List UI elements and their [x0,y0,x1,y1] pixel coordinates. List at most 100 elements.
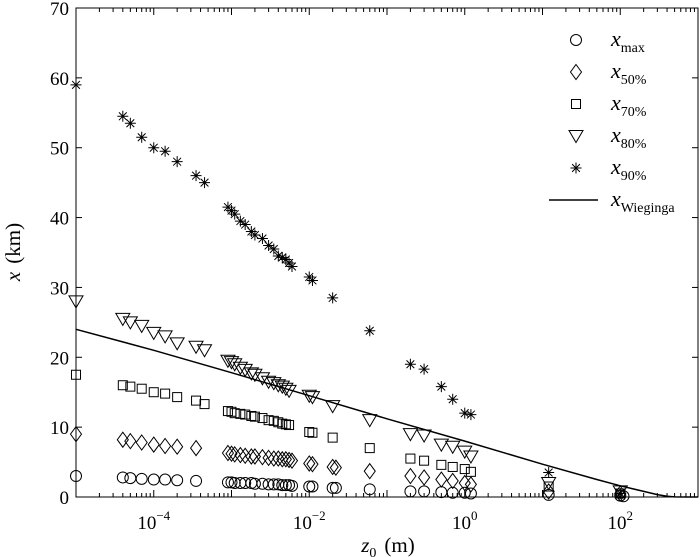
data-point [284,420,295,431]
data-point [125,381,136,392]
data-point [272,250,284,262]
data-point [447,461,458,472]
y-tick-label: 50 [50,139,69,160]
data-point [262,449,275,467]
legend-label: x70% [610,90,647,120]
data-point [254,372,271,386]
data-point [169,337,186,351]
legend-item: xmax [570,26,645,56]
data-point [364,443,375,454]
data-point [220,354,236,369]
data-point [228,477,241,490]
y-tick-label: 60 [50,69,69,90]
data-point [326,458,339,476]
data-point [256,233,268,245]
data-point [116,431,129,449]
data-point [117,110,129,122]
data-point [306,274,318,286]
data-point [225,445,238,463]
data-point [228,446,241,463]
legend-label: x80% [610,122,647,152]
data-point [232,361,249,376]
data-point [190,170,202,182]
data-point [70,79,82,91]
data-point [245,448,258,465]
data-point [361,414,378,428]
data-point [263,240,275,252]
data-point [124,472,137,485]
series-wieginga [75,328,698,498]
legend-item: x50% [569,58,647,88]
data-marks [68,79,698,503]
data-point [327,292,339,304]
data-point [157,330,173,344]
data-point [116,471,129,484]
data-point [191,395,202,406]
data-point [196,344,213,358]
data-point [464,487,477,500]
data-point [122,316,139,330]
data-point [70,470,82,483]
data-point [285,452,299,470]
data-point [418,363,430,375]
data-point [279,479,292,492]
data-point [148,387,159,398]
data-point [221,476,234,489]
data-point [405,453,416,464]
data-point [364,325,376,337]
x-tick-label: 102 [608,508,634,534]
series-70pct [71,369,626,499]
data-point [435,381,447,393]
data-point [239,447,252,465]
data-point [248,477,261,490]
data-point [239,477,252,490]
data-point [419,455,430,466]
y-tick-label: 30 [50,278,69,299]
x-axis-ticks: 10−4 10−2 100 102 [98,8,695,534]
data-point [286,260,298,272]
data-point [249,411,260,422]
data-point [229,408,240,419]
data-point [286,479,299,492]
data-point [273,417,284,428]
y-tick-label: 10 [50,418,69,439]
data-point [463,450,479,464]
data-point [329,459,342,477]
data-point [542,483,555,500]
data-point [247,368,263,383]
data-point [304,427,315,438]
data-point [329,481,342,494]
y-axis-label: x(km) [1,223,25,282]
data-point [135,434,148,451]
data-point [248,448,262,465]
data-point [234,215,246,227]
data-point [276,251,288,263]
legend-marker [570,162,582,174]
legend-marker [571,99,581,109]
data-point [69,425,83,443]
data-point [464,476,478,493]
data-point [543,467,555,479]
legend-item: x80% [568,122,647,152]
data-point [136,383,147,394]
data-point [306,480,319,493]
data-point [240,409,251,420]
data-point [229,208,241,220]
legend-label: xmax [610,26,645,56]
data-point [447,393,459,405]
data-point [171,474,184,487]
legend-item: xWieginga [549,186,675,216]
data-point [465,466,476,477]
data-point [171,438,184,456]
data-point [124,117,136,129]
data-point [68,295,84,309]
legend-item: x70% [571,90,647,120]
data-point [324,400,341,414]
x-tick-label: 10−2 [293,508,326,534]
data-point [199,177,211,189]
data-point [158,437,172,455]
data-point [444,440,461,455]
data-point [303,455,316,472]
data-point [71,369,81,380]
data-point [262,478,275,491]
